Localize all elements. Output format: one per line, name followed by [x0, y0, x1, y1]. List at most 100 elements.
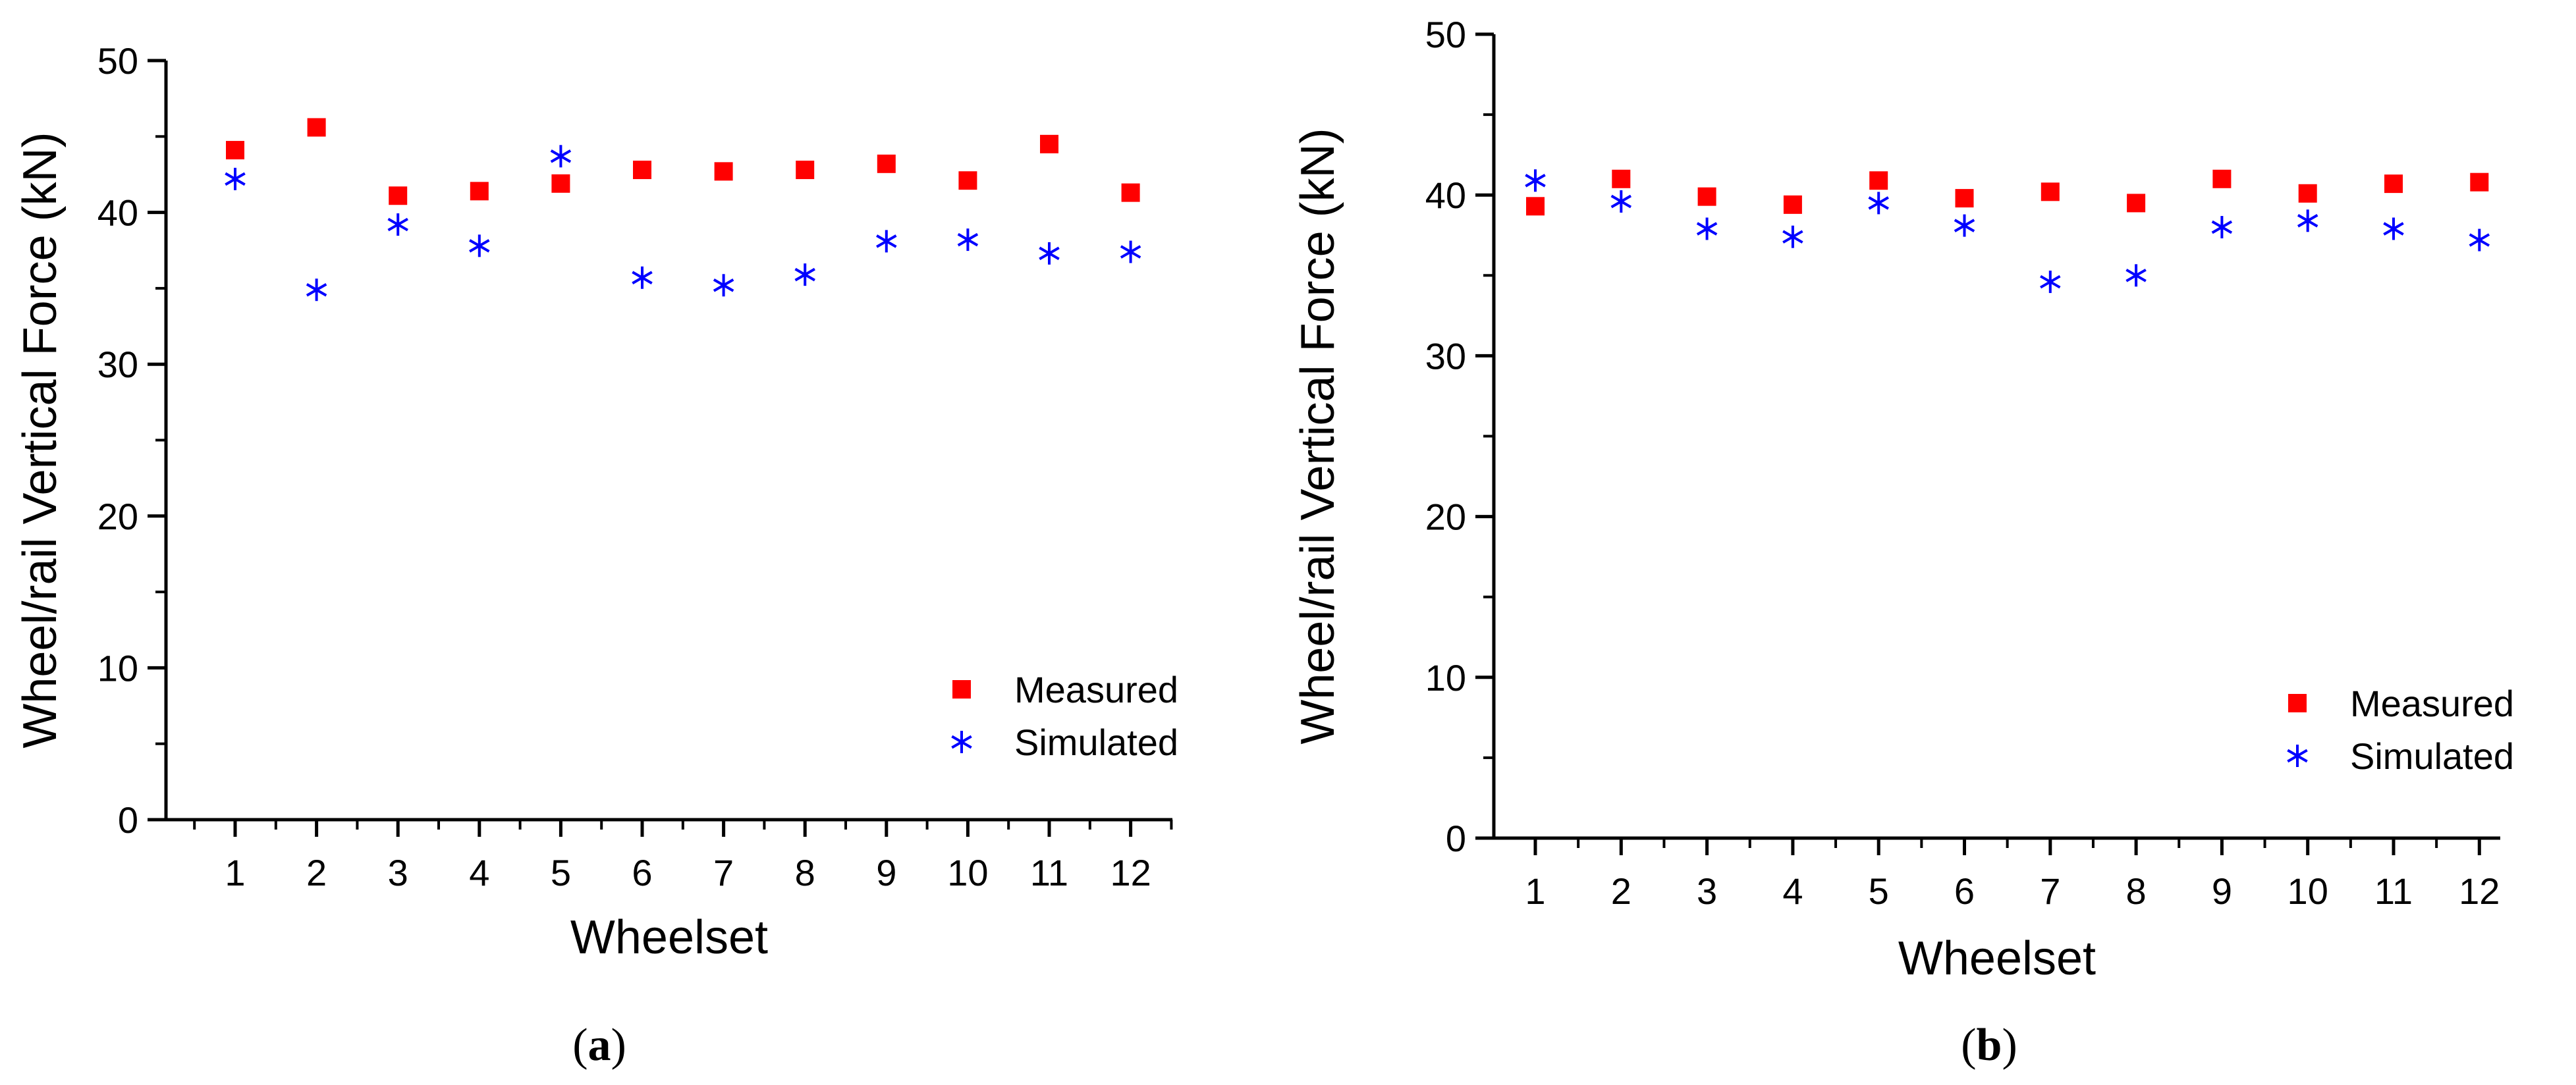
x-tick-label: 3 — [388, 852, 408, 893]
measured-point — [714, 162, 733, 181]
x-tick-label: 4 — [469, 852, 489, 893]
x-tick-label: 8 — [2126, 870, 2147, 912]
measured-point — [2212, 169, 2232, 188]
caption-open-paren: ( — [1961, 1020, 1976, 1071]
caption-close-paren: ) — [2002, 1020, 2017, 1071]
simulated-point-stroke — [469, 239, 490, 253]
caption-open-paren: ( — [572, 1020, 588, 1071]
x-tick-label: 12 — [1110, 852, 1151, 893]
measured-point — [2127, 194, 2146, 213]
measured-point — [1526, 197, 1545, 216]
y-tick-label: 0 — [118, 799, 138, 841]
measured-point — [226, 141, 244, 160]
measured-point — [1869, 171, 1888, 190]
simulated-point-stroke — [1782, 230, 1803, 244]
simulated-point — [2125, 264, 2147, 287]
caption-letter: b — [1977, 1020, 2002, 1071]
simulated-point — [387, 213, 408, 236]
simulated-point — [2469, 228, 2490, 251]
simulated-point — [957, 228, 979, 251]
legend-label-simulated: Simulated — [2350, 735, 2514, 777]
simulated-point-stroke — [2211, 220, 2233, 234]
x-tick-label: 12 — [2459, 870, 2500, 912]
y-tick-label: 40 — [1425, 174, 1466, 216]
measured-point — [1040, 134, 1058, 153]
x-axis-title: Wheelset — [570, 911, 768, 964]
y-tick-label: 20 — [1425, 496, 1466, 538]
measured-point — [2041, 182, 2060, 201]
simulated-point-stroke — [225, 172, 246, 186]
simulated-point — [713, 274, 734, 297]
x-axis-title: Wheelset — [1898, 932, 2096, 985]
series-simulated — [1525, 169, 2490, 294]
simulated-point-stroke — [550, 149, 572, 163]
simulated-point — [2383, 217, 2404, 240]
legend-marker-simulated — [2287, 745, 2308, 767]
y-tick-label: 0 — [1446, 818, 1466, 859]
y-tick-label: 40 — [97, 192, 138, 234]
measured-point — [1121, 183, 1140, 202]
y-tick-label: 30 — [97, 344, 138, 385]
simulated-point — [2297, 209, 2318, 232]
legend-marker-simulated-stroke — [2287, 749, 2308, 763]
legend-marker-simulated — [951, 731, 972, 753]
measured-point — [2470, 172, 2489, 192]
series-measured — [226, 118, 1140, 205]
measured-point — [470, 182, 489, 201]
simulated-point-stroke — [1525, 173, 1546, 188]
simulated-point — [1782, 225, 1803, 248]
simulated-point — [632, 266, 653, 289]
measured-point — [958, 171, 977, 190]
simulated-point-stroke — [387, 217, 408, 232]
simulated-point-stroke — [957, 232, 979, 247]
simulated-point — [1120, 240, 1141, 263]
legend-marker-measured — [952, 680, 971, 699]
x-tick-label: 8 — [795, 852, 815, 893]
x-tick-label: 4 — [1782, 870, 1803, 912]
measured-point — [551, 174, 570, 193]
simulated-point-stroke — [2383, 222, 2404, 236]
simulated-point-stroke — [306, 282, 327, 297]
x-tick-label: 5 — [551, 852, 571, 893]
simulated-point-stroke — [2297, 214, 2318, 228]
measured-point — [1612, 169, 1631, 188]
simulated-point — [1039, 242, 1060, 265]
simulated-point — [306, 278, 327, 302]
simulated-point-stroke — [713, 278, 734, 292]
measured-point — [633, 161, 651, 180]
simulated-point — [1525, 169, 1546, 192]
y-tick-label: 20 — [97, 496, 138, 537]
simulated-point — [1696, 217, 1718, 240]
simulated-point-stroke — [1610, 194, 1632, 209]
measured-point — [1783, 195, 1802, 214]
y-tick-label: 50 — [1425, 14, 1466, 55]
simulated-point-stroke — [1696, 222, 1718, 236]
simulated-point-stroke — [2040, 275, 2061, 289]
caption-letter: a — [588, 1020, 611, 1071]
x-tick-label: 3 — [1697, 870, 1717, 912]
y-tick-label: 10 — [97, 647, 138, 689]
measured-point — [877, 154, 896, 173]
legend-label-measured: Measured — [1014, 669, 1178, 710]
y-tick-label: 50 — [97, 40, 138, 82]
simulated-point — [794, 263, 815, 286]
x-tick-label: 1 — [1525, 870, 1545, 912]
x-tick-label: 11 — [2374, 870, 2413, 912]
legend-marker-simulated-stroke — [951, 735, 972, 749]
x-tick-label: 1 — [225, 852, 245, 893]
simulated-point-stroke — [2125, 269, 2147, 282]
x-tick-label: 9 — [2212, 870, 2232, 912]
series-measured — [1526, 169, 2489, 216]
simulated-point-stroke — [2469, 233, 2490, 247]
simulated-point — [550, 145, 572, 168]
x-tick-label: 5 — [1869, 870, 1889, 912]
x-tick-label: 2 — [306, 852, 327, 893]
y-axis-title: Wheel/rail Vertical Force (kN) — [1292, 128, 1344, 744]
x-tick-label: 6 — [1954, 870, 1975, 912]
measured-point — [2384, 174, 2403, 194]
y-tick-label: 30 — [1425, 335, 1466, 377]
y-axis-title: Wheel/rail Vertical Force (kN) — [14, 132, 67, 748]
simulated-point-stroke — [876, 234, 897, 248]
